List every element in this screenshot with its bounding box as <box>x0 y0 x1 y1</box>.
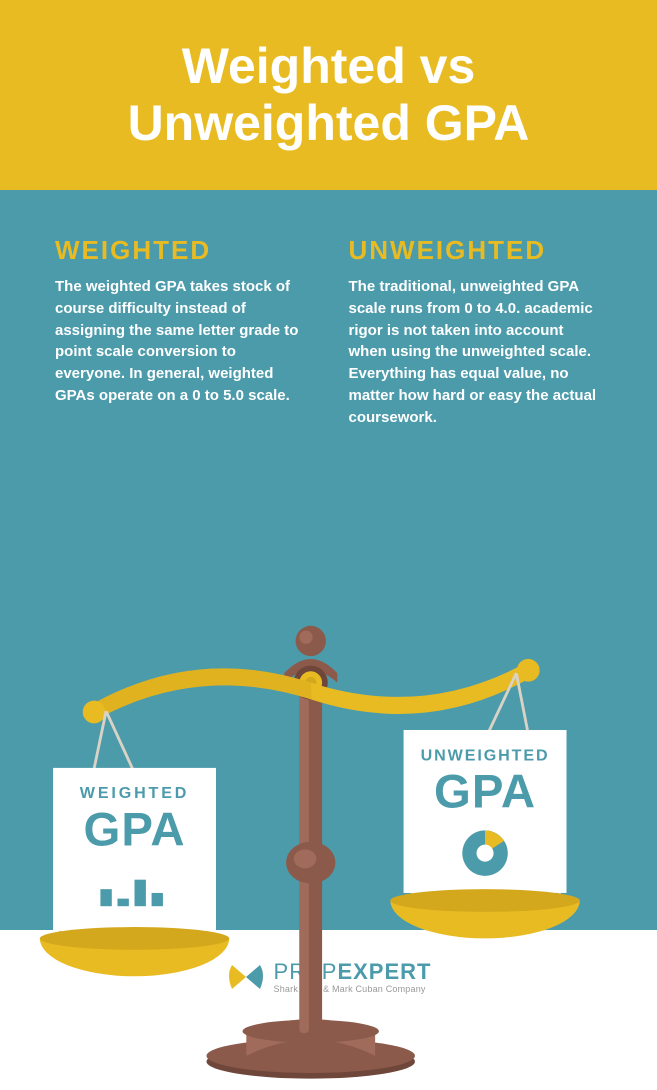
weighted-column: WEIGHTED The weighted GPA takes stock of… <box>55 235 309 428</box>
weighted-heading: WEIGHTED <box>55 235 309 266</box>
weighted-body: The weighted GPA takes stock of course d… <box>55 276 309 407</box>
scale-right-pan: UNWEIGHTED GPA <box>390 673 579 938</box>
weighted-card: WEIGHTED GPA <box>53 768 216 931</box>
footer-brand-text: PREPEXPERT Shark Tank & Mark Cuban Compa… <box>274 961 432 994</box>
title-line-2: Unweighted GPA <box>128 95 530 151</box>
unweighted-card: UNWEIGHTED GPA <box>404 730 567 893</box>
title-line-1: Weighted vs <box>182 38 476 94</box>
unweighted-card-gpa: GPA <box>434 766 536 819</box>
page-title: Weighted vs Unweighted GPA <box>128 38 530 153</box>
scale-base <box>207 1019 415 1079</box>
unweighted-heading: UNWEIGHTED <box>349 235 603 266</box>
weighted-card-label: WEIGHTED <box>80 784 189 802</box>
content-area: WEIGHTED The weighted GPA takes stock of… <box>0 190 657 930</box>
unweighted-body: The traditional, unweighted GPA scale ru… <box>349 276 603 428</box>
prepexpert-logo-icon <box>226 957 266 997</box>
scale-beam <box>81 651 542 730</box>
unweighted-card-label: UNWEIGHTED <box>421 746 550 764</box>
unweighted-column: UNWEIGHTED The traditional, unweighted G… <box>349 235 603 428</box>
brand-prep: PREP <box>274 959 338 984</box>
header-banner: Weighted vs Unweighted GPA <box>0 0 657 190</box>
comparison-columns: WEIGHTED The weighted GPA takes stock of… <box>55 235 602 428</box>
pie-chart-icon <box>462 830 507 875</box>
bar-chart-icon <box>100 880 163 907</box>
brand-tagline: Shark Tank & Mark Cuban Company <box>274 985 432 994</box>
brand-expert: EXPERT <box>337 959 431 984</box>
weighted-card-gpa: GPA <box>84 804 186 857</box>
footer: PREPEXPERT Shark Tank & Mark Cuban Compa… <box>0 930 657 1024</box>
